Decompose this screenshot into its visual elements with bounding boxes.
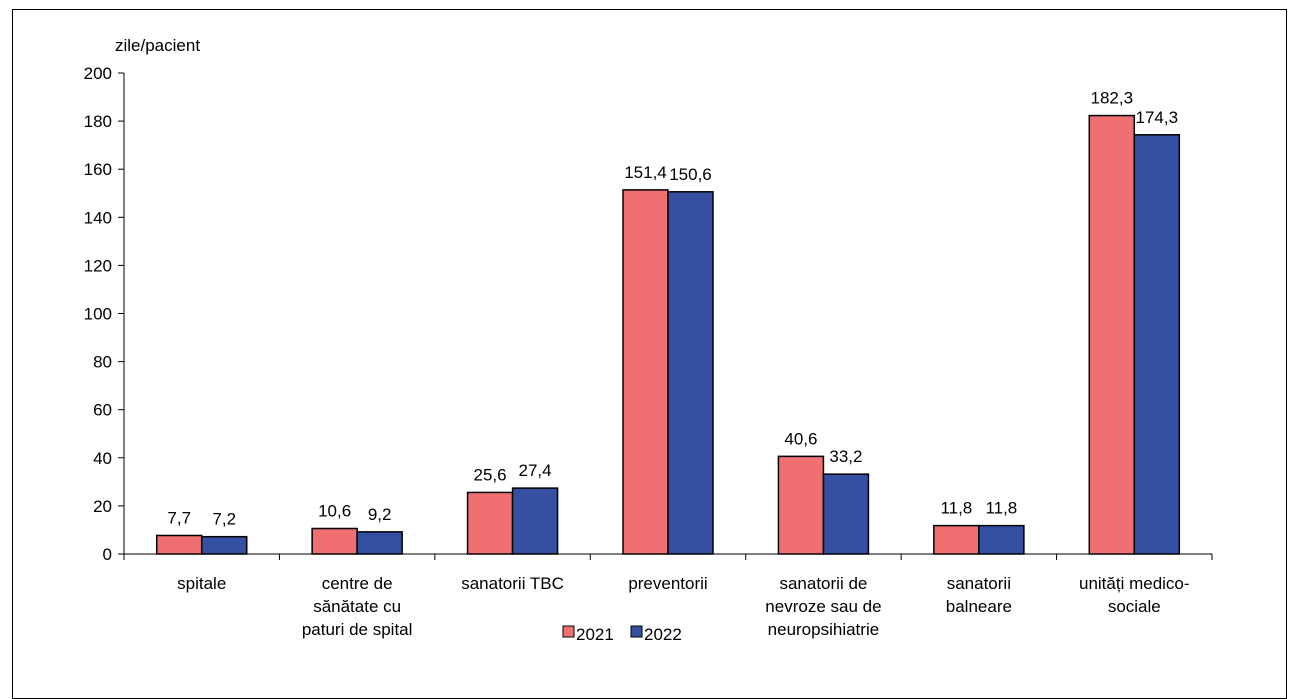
bar-2021-5 <box>933 524 980 555</box>
data-label-2021-5: 11,8 <box>940 499 972 518</box>
y-tick-label: 0 <box>103 545 112 564</box>
y-tick-label: 120 <box>84 256 112 275</box>
bar-2021-0 <box>155 534 203 555</box>
category-label-6: unități medico-sociale <box>1079 574 1190 616</box>
bar-2021-1 <box>311 527 358 555</box>
bar-2021-3 <box>622 189 669 555</box>
data-label-2022-4: 33,2 <box>829 447 862 466</box>
bar-2022-4 <box>822 473 870 555</box>
data-label-2022-3: 150,6 <box>669 165 712 184</box>
y-tick-label: 140 <box>84 208 112 227</box>
category-label-0: spitale <box>177 574 226 593</box>
category-labels: spitale centre de sănătate cu paturi de spi… <box>177 574 1189 639</box>
legend: 2021 2022 <box>562 625 682 644</box>
legend-label-2021: 2021 <box>576 625 614 644</box>
bar-2022-6 <box>1133 134 1181 555</box>
data-label-2022-5: 11,8 <box>985 499 1017 518</box>
legend-label-2022: 2022 <box>644 625 682 644</box>
y-tick-label: 100 <box>84 305 112 324</box>
data-label-2021-6: 182,3 <box>1091 89 1134 108</box>
data-labels: 7,7 7,2 10,6 9,2 25,6 27,4 151,4 150,6 40,6 33,2 1… <box>167 89 1178 529</box>
y-tick-label: 180 <box>84 112 112 131</box>
bar-2021-4 <box>777 455 825 555</box>
data-label-2021-4: 40,6 <box>784 429 817 448</box>
data-label-2022-2: 27,4 <box>519 461 552 480</box>
bars <box>155 114 1181 555</box>
bar-2022-2 <box>511 487 559 555</box>
bar-chart: zile/pacient 0 20 40 60 80 100 120 140 160 180 200… <box>84 36 1213 644</box>
data-label-2022-1: 9,2 <box>368 505 392 524</box>
bar-2022-0 <box>200 535 248 555</box>
y-axis: 0 20 40 60 80 100 120 140 160 180 200 <box>84 64 125 564</box>
y-tick-label: 160 <box>84 160 112 179</box>
bar-2022-5 <box>978 524 1025 555</box>
y-axis-unit-label: zile/pacient <box>115 36 200 55</box>
category-label-5: sanatorii balneare <box>946 574 1012 616</box>
legend-swatch-2022 <box>630 625 643 638</box>
category-label-4: sanatorii de nevroze sau de neuropsihiatri… <box>765 574 881 639</box>
x-axis <box>123 553 1213 560</box>
bar-2021-2 <box>466 491 514 555</box>
y-tick-label: 40 <box>93 449 112 468</box>
bar-2022-1 <box>356 531 403 555</box>
data-label-2021-3: 151,4 <box>624 163 667 182</box>
y-tick-label: 60 <box>93 401 112 420</box>
legend-swatch-2021 <box>562 625 575 638</box>
data-label-2021-1: 10,6 <box>318 502 351 521</box>
y-tick-label: 20 <box>93 497 112 516</box>
data-label-2022-0: 7,2 <box>212 510 236 529</box>
bar-2021-6 <box>1088 114 1136 555</box>
data-label-2021-0: 7,7 <box>167 508 191 527</box>
data-label-2021-2: 25,6 <box>474 465 507 484</box>
y-tick-label: 80 <box>93 353 112 372</box>
data-label-2022-6: 174,3 <box>1136 108 1179 127</box>
y-tick-label: 200 <box>84 64 112 83</box>
category-label-2: sanatorii TBC <box>461 574 564 593</box>
bar-2022-3 <box>667 191 714 555</box>
category-label-1: centre de sănătate cu paturi de spital <box>302 574 413 639</box>
category-label-3: preventorii <box>628 574 707 593</box>
